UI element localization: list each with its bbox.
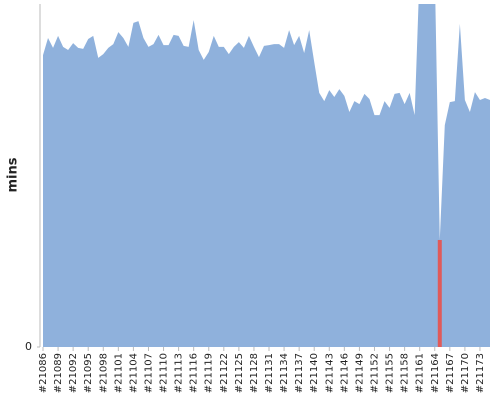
x-tick-label: #21113: [174, 353, 185, 393]
x-tick-label: #21155: [385, 353, 396, 393]
x-tick-label: #21143: [324, 353, 335, 393]
x-tick-label: #21092: [68, 353, 79, 393]
area: [43, 4, 490, 347]
x-tick-label: #21161: [415, 353, 426, 393]
x-tick-label: #21167: [445, 353, 456, 393]
x-tick-label: #21116: [189, 353, 200, 393]
x-tick-label: #21158: [400, 353, 411, 393]
plot-area: [43, 4, 490, 347]
x-tick-label: #21095: [83, 353, 94, 393]
x-tick-label: #21125: [234, 353, 245, 393]
x-tick-label: #21110: [159, 353, 170, 393]
x-tick-label: #21101: [113, 353, 124, 393]
x-tick-label: #21164: [430, 353, 441, 393]
x-tick-label: #21173: [475, 353, 486, 393]
highlight-bar: [437, 239, 442, 347]
x-tick-label: #21131: [264, 353, 275, 393]
x-tick-label: #21146: [339, 353, 350, 393]
x-tick-label: #21089: [53, 353, 64, 393]
x-tick-label: #21149: [354, 353, 365, 393]
y-axis-label: mins: [6, 157, 21, 192]
x-tick-label: #21134: [279, 353, 290, 393]
x-tick-label: #21137: [294, 353, 305, 393]
x-tick-label: #21098: [98, 353, 109, 393]
x-tick-label: #21170: [460, 353, 471, 393]
x-tick-label: #21107: [143, 353, 154, 393]
x-tick-label: #21122: [219, 353, 230, 393]
x-tick-label: #21104: [128, 353, 139, 393]
x-tick-label: #21119: [204, 353, 215, 393]
x-tick-label: #21086: [38, 353, 49, 393]
x-tick-label: #21128: [249, 353, 260, 393]
x-tick-label: #21140: [309, 353, 320, 393]
y-tick-label: 0: [25, 340, 32, 353]
x-tick-label: #21152: [369, 353, 380, 393]
